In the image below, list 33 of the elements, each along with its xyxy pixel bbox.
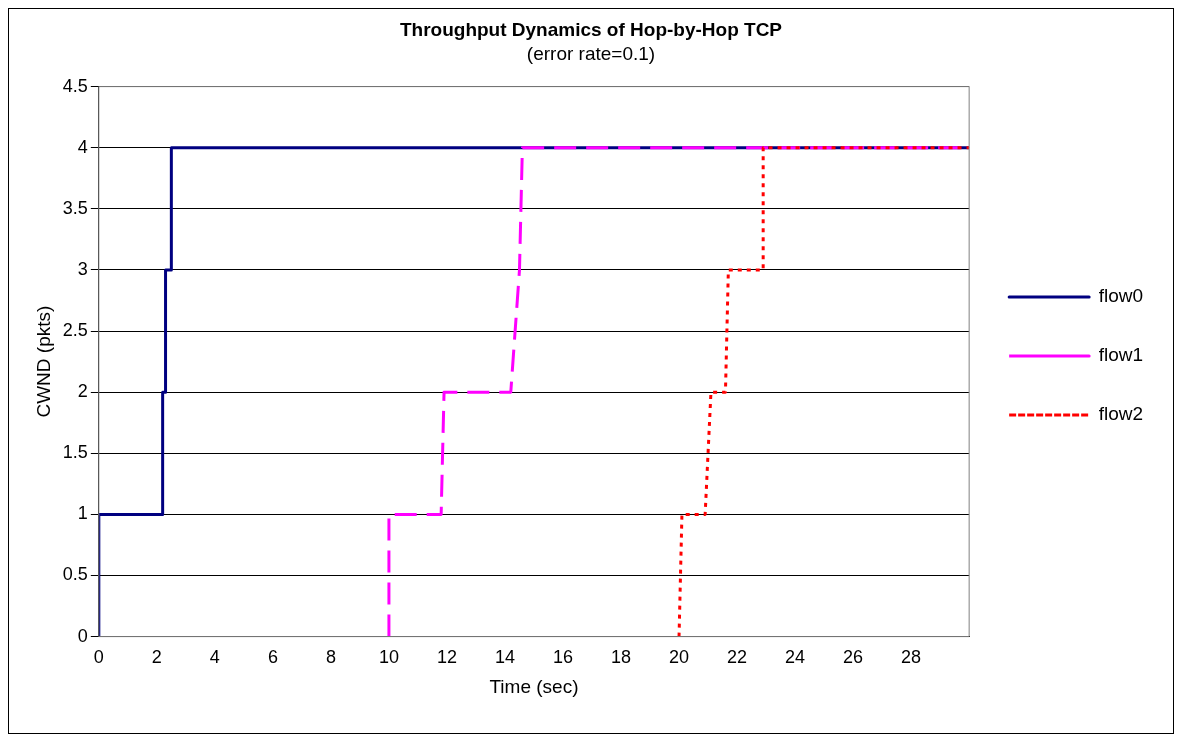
- y-tick-label: 4.5: [62, 75, 88, 96]
- line-series: [677, 146, 970, 637]
- x-tick-label: 6: [267, 647, 278, 668]
- x-tick-label: 14: [494, 647, 515, 668]
- legend-label: flow2: [1098, 403, 1143, 425]
- x-tick-label: 16: [552, 647, 574, 668]
- y-tick-label: 3.5: [62, 197, 88, 218]
- x-tick-label: 8: [325, 647, 336, 668]
- y-tick-label: 1: [77, 503, 88, 524]
- x-tick-label: 18: [611, 647, 632, 668]
- x-tick-label: 4: [209, 647, 220, 668]
- x-tick-label: 2: [151, 647, 162, 668]
- y-tick-label: 0: [77, 625, 88, 646]
- x-tick-label: 22: [727, 647, 748, 668]
- x-tick-label: 24: [785, 647, 806, 668]
- x-axis-title: Time (sec): [489, 675, 579, 697]
- x-tick-label: 28: [901, 647, 922, 668]
- x-tick-label: 12: [436, 647, 457, 668]
- y-axis-title: CWND (pkts): [32, 305, 54, 418]
- y-tick-label: 4: [77, 136, 88, 157]
- x-tick-label: 10: [378, 647, 399, 668]
- y-tick-label: 1.5: [62, 442, 88, 463]
- y-tick-label: 0.5: [62, 564, 88, 585]
- x-tick-label: 26: [843, 647, 864, 668]
- chart-title: Throughput Dynamics of Hop-by-Hop TCP: [399, 18, 783, 40]
- x-tick-label: 0: [93, 647, 104, 668]
- legend-label: flow0: [1098, 285, 1143, 307]
- x-tick-label: 20: [669, 647, 690, 668]
- legend-label: flow1: [1098, 344, 1143, 366]
- y-tick-label: 2: [77, 381, 88, 402]
- y-tick-label: 2.5: [62, 320, 88, 341]
- chart-subtitle: (error rate=0.1): [526, 43, 656, 65]
- y-tick-label: 3: [77, 258, 88, 279]
